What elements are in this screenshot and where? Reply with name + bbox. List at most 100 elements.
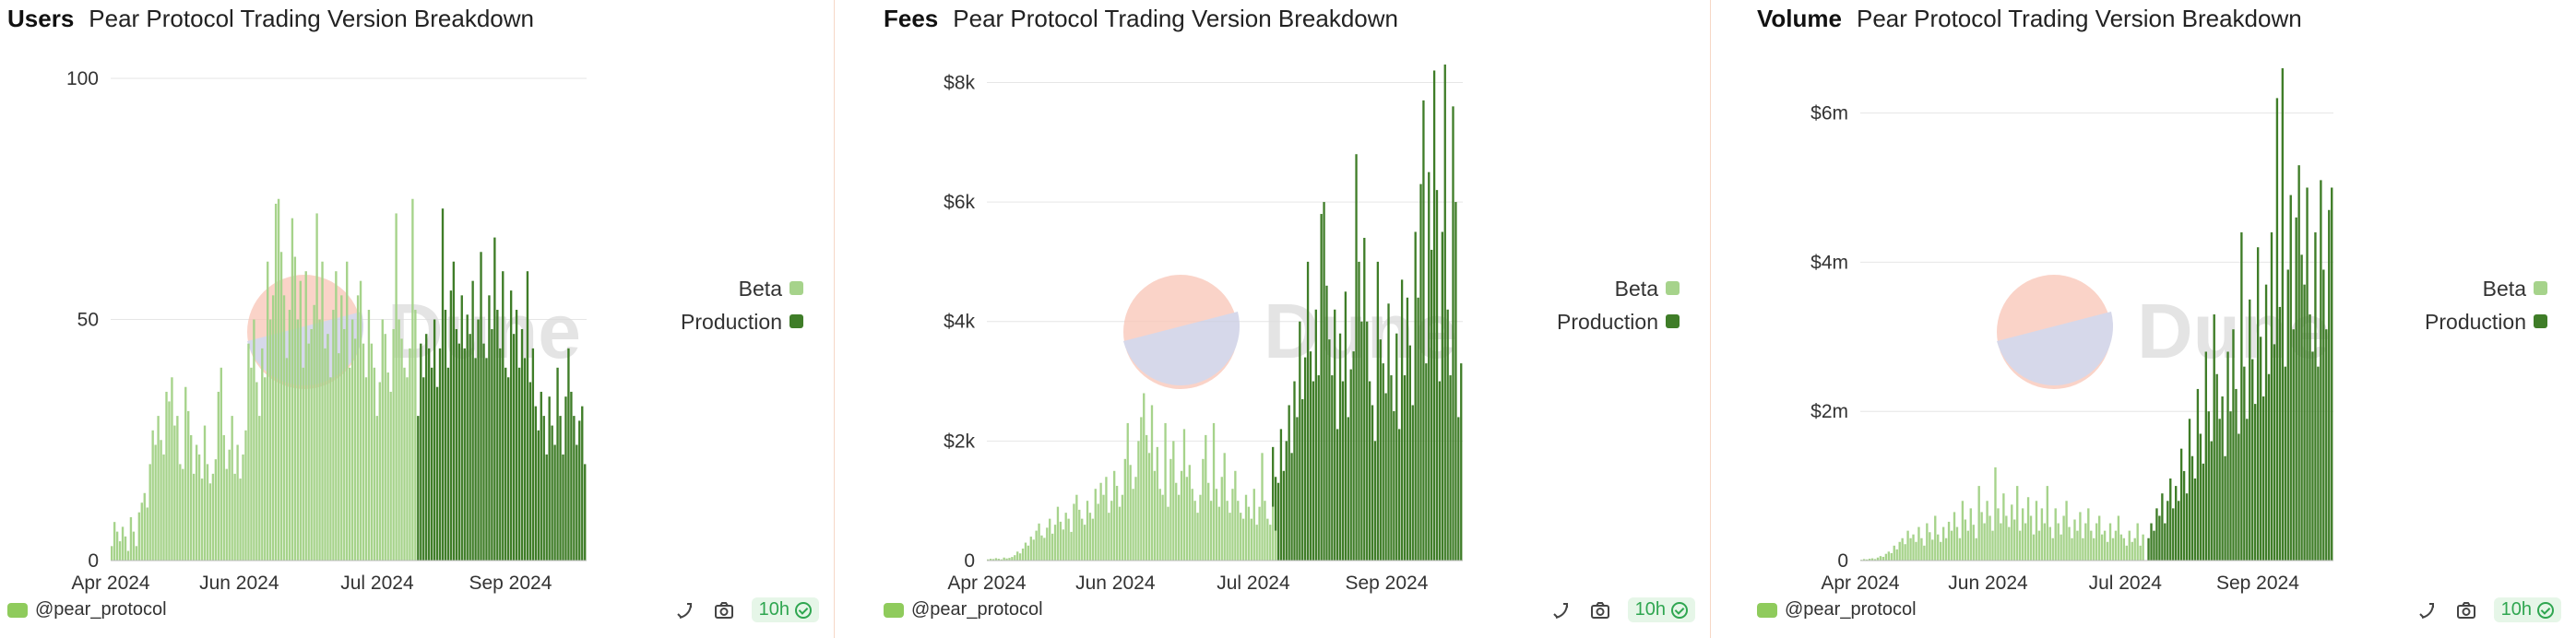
bar-beta bbox=[1027, 545, 1030, 561]
bar-production bbox=[1320, 214, 1323, 561]
bar-beta bbox=[1929, 532, 1931, 561]
legend-swatch-production bbox=[2534, 314, 2547, 328]
refresh-badge[interactable]: 10h bbox=[2493, 597, 2561, 622]
legend-label-beta: Beta bbox=[1615, 277, 1659, 301]
bar-production bbox=[2193, 478, 2197, 561]
author-handle[interactable]: @pear_protocol bbox=[884, 599, 1043, 620]
bar-beta bbox=[247, 343, 250, 561]
bar-beta bbox=[242, 454, 244, 561]
author-handle[interactable]: @pear_protocol bbox=[7, 599, 167, 620]
panel-divider bbox=[834, 0, 835, 638]
bar-production bbox=[428, 348, 431, 561]
bar-production bbox=[515, 310, 518, 561]
bar-production bbox=[1449, 375, 1452, 561]
bar-production bbox=[457, 343, 460, 561]
bar-production bbox=[537, 430, 540, 561]
bar-beta bbox=[359, 280, 362, 561]
bar-production bbox=[2199, 433, 2202, 561]
bar-beta bbox=[1053, 525, 1057, 561]
bar-beta bbox=[349, 367, 351, 561]
bar-production bbox=[2177, 501, 2180, 561]
bar-beta bbox=[277, 198, 280, 561]
camera-icon[interactable] bbox=[713, 599, 735, 621]
bar-production bbox=[1352, 351, 1355, 561]
bar-production bbox=[477, 319, 480, 561]
bar-beta bbox=[182, 468, 184, 561]
x-tick-label: Apr 2024 bbox=[71, 573, 150, 594]
bar-beta bbox=[1081, 518, 1084, 561]
bar-beta bbox=[350, 319, 354, 561]
bar-beta bbox=[269, 319, 272, 561]
y-tick-label: 0 bbox=[1837, 550, 1848, 572]
bar-beta bbox=[1917, 526, 1920, 561]
author-handle-text: @pear_protocol bbox=[911, 599, 1043, 620]
bar-production bbox=[1276, 482, 1280, 561]
camera-icon[interactable] bbox=[1589, 599, 1611, 621]
bar-beta bbox=[1185, 477, 1189, 561]
bar-production bbox=[2284, 366, 2286, 561]
user-avatar-icon bbox=[884, 602, 904, 618]
bar-beta bbox=[184, 386, 187, 561]
bar-beta bbox=[2005, 515, 2008, 561]
bar-beta bbox=[1177, 494, 1181, 561]
camera-icon[interactable] bbox=[2455, 599, 2477, 621]
bar-beta bbox=[1113, 470, 1116, 561]
bar-beta bbox=[253, 319, 255, 561]
bar-beta bbox=[148, 464, 151, 561]
bar-beta bbox=[1078, 509, 1081, 561]
bar-beta bbox=[176, 416, 179, 561]
bar-production bbox=[471, 280, 474, 561]
bar-beta bbox=[2095, 523, 2098, 561]
bar-production bbox=[570, 391, 573, 561]
bar-production bbox=[2322, 269, 2325, 561]
bar-beta bbox=[343, 328, 346, 561]
fork-icon[interactable] bbox=[1550, 599, 1573, 621]
bar-production bbox=[584, 464, 587, 561]
bar-beta bbox=[2054, 508, 2057, 561]
bar-production bbox=[1344, 291, 1347, 561]
bar-beta bbox=[1167, 506, 1169, 561]
bar-beta bbox=[1180, 470, 1183, 561]
bar-beta bbox=[1977, 486, 1980, 561]
bar-beta bbox=[220, 367, 222, 561]
bar-production bbox=[2175, 486, 2178, 561]
bar-beta bbox=[2114, 530, 2118, 561]
bar-beta bbox=[2111, 538, 2115, 561]
bar-beta bbox=[126, 550, 130, 561]
chart-title: Fees Pear Protocol Trading Version Breakd… bbox=[884, 2, 1398, 35]
bar-beta bbox=[1870, 558, 1874, 561]
bar-beta bbox=[146, 507, 148, 561]
bar-beta bbox=[389, 391, 392, 561]
bar-beta bbox=[231, 416, 233, 561]
bar-production bbox=[463, 348, 466, 561]
bar-beta bbox=[406, 377, 409, 561]
x-tick-label: Apr 2024 bbox=[947, 573, 1027, 594]
fork-icon[interactable] bbox=[2416, 599, 2439, 621]
refresh-badge[interactable]: 10h bbox=[1627, 597, 1695, 622]
bar-beta bbox=[151, 430, 154, 561]
bar-beta bbox=[1070, 531, 1073, 561]
refresh-badge[interactable]: 10h bbox=[751, 597, 819, 622]
chart-subtitle: Pear Protocol Trading Version Breakdown bbox=[953, 5, 1398, 32]
bar-production bbox=[1425, 363, 1428, 561]
bar-beta bbox=[1890, 552, 1893, 561]
bar-beta bbox=[1923, 545, 1926, 561]
fork-icon[interactable] bbox=[674, 599, 696, 621]
bar-beta bbox=[2043, 523, 2047, 561]
bar-beta bbox=[1272, 506, 1275, 561]
bar-beta bbox=[1237, 501, 1240, 561]
bar-beta bbox=[1118, 506, 1122, 561]
author-handle[interactable]: @pear_protocol bbox=[1757, 599, 1917, 620]
bar-production bbox=[466, 314, 469, 561]
bar-production bbox=[2229, 411, 2232, 561]
bar-beta bbox=[1091, 518, 1095, 561]
bar-beta bbox=[228, 449, 231, 561]
x-tick-label: Sep 2024 bbox=[469, 573, 552, 594]
bar-beta bbox=[1205, 434, 1207, 561]
bar-beta bbox=[1137, 441, 1140, 561]
bar-beta bbox=[414, 310, 417, 561]
bar-production bbox=[531, 348, 535, 561]
bar-production bbox=[2249, 299, 2251, 561]
bar-production bbox=[581, 406, 584, 561]
bar-beta bbox=[140, 502, 143, 561]
